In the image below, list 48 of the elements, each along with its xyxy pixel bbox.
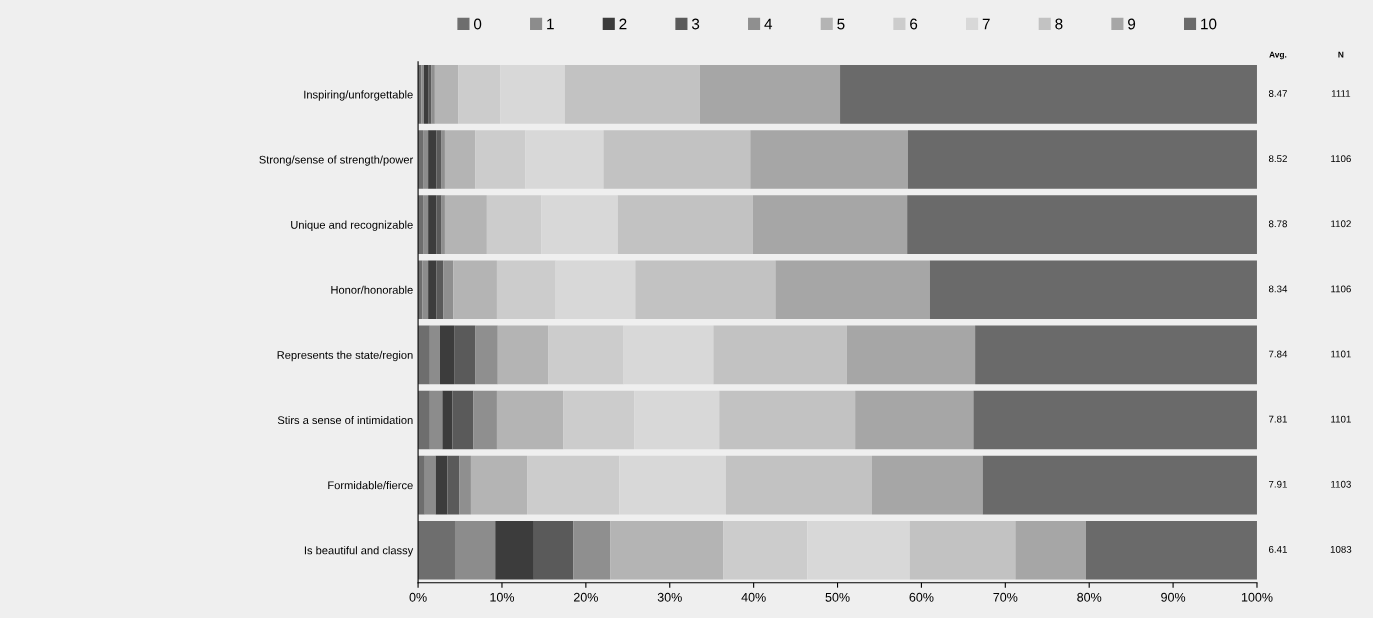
text: 1083 <box>1330 545 1352 553</box>
text: 7.91 <box>1268 480 1287 488</box>
legend-label: 3 <box>691 18 700 30</box>
x-tick-label: 30% <box>657 592 682 602</box>
text: 8.47 <box>1268 90 1287 97</box>
y-tick-label: Is beautiful and classy <box>304 546 414 557</box>
y-tick-label: Represents the state/region <box>277 350 413 362</box>
text: N <box>1338 51 1344 58</box>
x-tick-label: 70% <box>993 592 1018 602</box>
x-tick-label: 50% <box>825 592 850 602</box>
y-tick-label: Stirs a sense of intimidation <box>277 415 413 425</box>
x-tick-label: 40% <box>741 592 766 602</box>
x-tick-label: 80% <box>1077 592 1102 602</box>
text: 1103 <box>1331 480 1351 488</box>
text: 1106 <box>1331 155 1351 163</box>
text: 7.84 <box>1268 350 1288 358</box>
legend-label: 1 <box>547 18 554 30</box>
y-tick-label: Formidable/fierce <box>328 481 413 490</box>
y-tick-label: Unique and recognizable <box>291 220 413 231</box>
legend-label: 9 <box>1128 18 1136 30</box>
legend-label: 5 <box>837 18 845 30</box>
x-tick-label: 100% <box>1241 592 1273 602</box>
text: 8.34 <box>1268 285 1288 293</box>
text: 1101 <box>1331 350 1351 358</box>
text: 1102 <box>1331 220 1351 228</box>
y-tick-label: Strong/sense of strength/power <box>259 155 414 166</box>
x-tick-label: 10% <box>490 592 515 602</box>
text: 1111 <box>1331 90 1351 97</box>
legend-label: 10 <box>1201 18 1217 30</box>
legend-label: 4 <box>764 18 773 30</box>
legend-label: 8 <box>1055 18 1063 30</box>
text: 8.78 <box>1268 220 1287 228</box>
y-tick-label: Honor/honorable <box>331 285 413 294</box>
legend-label: 2 <box>619 18 627 30</box>
legend-label: 0 <box>473 18 482 30</box>
text: 1106 <box>1331 285 1351 293</box>
x-tick-label: 90% <box>1161 592 1186 602</box>
text: 6.41 <box>1268 545 1287 553</box>
x-tick-label: 0% <box>409 592 427 602</box>
text: 8.52 <box>1268 155 1287 163</box>
text: 1101 <box>1331 415 1351 423</box>
legend-label: 6 <box>910 18 918 30</box>
text: 7.81 <box>1268 415 1287 423</box>
legend-label: 7 <box>982 18 990 30</box>
x-tick-label: 20% <box>573 592 598 602</box>
y-tick-label: Inspiring/unforgettable <box>304 90 413 101</box>
text: Avg. <box>1269 51 1287 60</box>
x-tick-label: 60% <box>909 592 934 602</box>
